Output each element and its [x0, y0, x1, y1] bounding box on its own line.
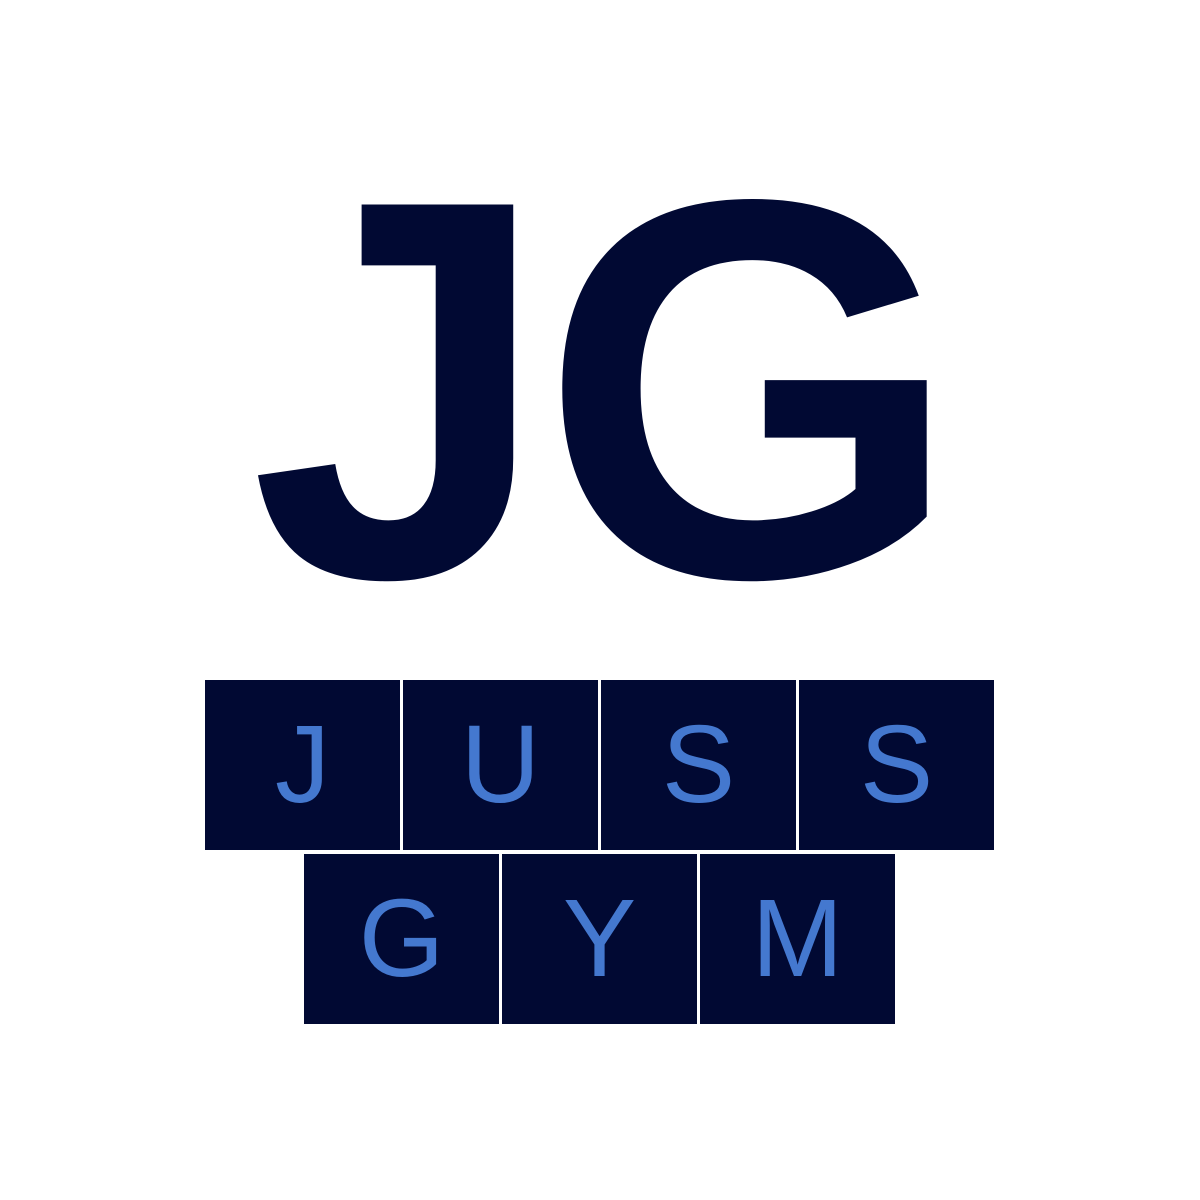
letter-tile-y: Y — [502, 854, 697, 1024]
wordmark-line-juss: J U S S — [205, 680, 994, 850]
wordmark-line-gym: G Y M — [304, 854, 895, 1024]
letter-tile-s-second: S — [799, 680, 994, 850]
letter-tile-j: J — [205, 680, 400, 850]
letter-tile-s-first: S — [601, 680, 796, 850]
letter-tile-g: G — [304, 854, 499, 1024]
monogram-jg: JG — [249, 88, 960, 691]
letter-tile-u: U — [403, 680, 598, 850]
letter-tile-m: M — [700, 854, 895, 1024]
